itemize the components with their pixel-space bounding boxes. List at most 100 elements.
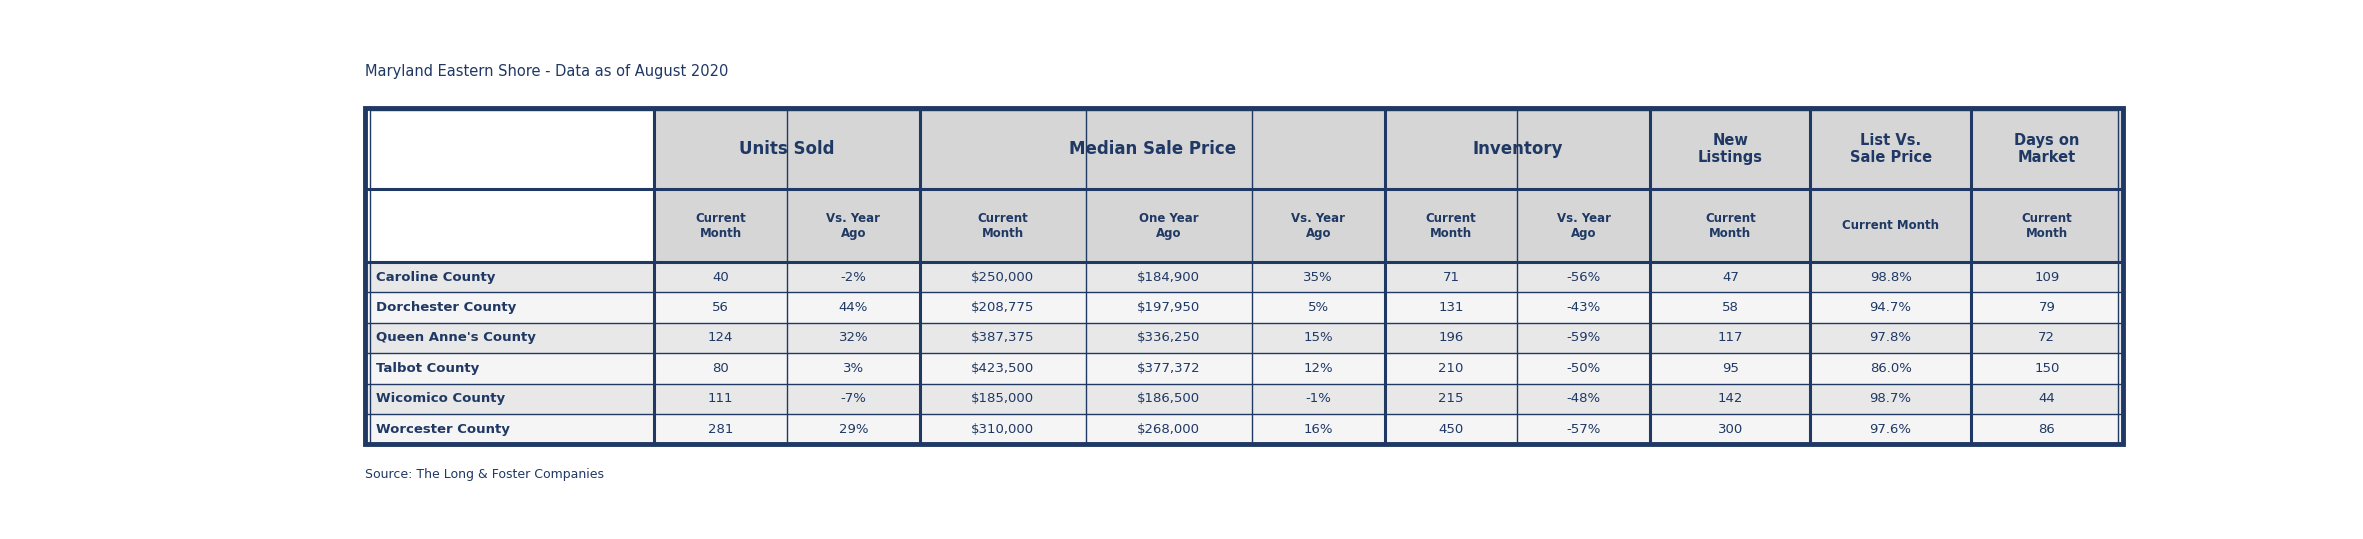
Bar: [787, 189, 919, 262]
Text: Inventory: Inventory: [1472, 140, 1562, 158]
Bar: [364, 384, 655, 414]
Bar: [919, 414, 1085, 445]
Bar: [1649, 262, 1810, 292]
Text: Current
Month: Current Month: [1706, 211, 1756, 239]
Text: Days on
Market: Days on Market: [2013, 133, 2079, 165]
Text: 95: 95: [1723, 362, 1739, 375]
Text: 80: 80: [711, 362, 728, 375]
Text: Dorchester County: Dorchester County: [376, 301, 515, 314]
Bar: [787, 323, 919, 353]
Bar: [655, 384, 787, 414]
Text: 98.7%: 98.7%: [1869, 392, 1912, 405]
Text: -57%: -57%: [1567, 423, 1602, 436]
Bar: [1385, 108, 1649, 189]
Text: Maryland Eastern Shore - Data as of August 2020: Maryland Eastern Shore - Data as of Augu…: [364, 64, 728, 79]
Text: New
Listings: New Listings: [1699, 133, 1763, 165]
Bar: [1649, 353, 1810, 384]
Bar: [1810, 292, 1971, 323]
Bar: [655, 414, 787, 445]
Text: Vs. Year
Ago: Vs. Year Ago: [1290, 211, 1345, 239]
Text: Vs. Year
Ago: Vs. Year Ago: [1557, 211, 1612, 239]
Text: 215: 215: [1439, 392, 1463, 405]
Bar: [1252, 262, 1385, 292]
Bar: [1971, 262, 2122, 292]
Text: $208,775: $208,775: [971, 301, 1035, 314]
Bar: [1971, 189, 2122, 262]
Text: 300: 300: [1718, 423, 1744, 436]
Bar: [1252, 353, 1385, 384]
Bar: [1385, 414, 1517, 445]
Bar: [1517, 189, 1649, 262]
Bar: [655, 323, 787, 353]
Bar: [919, 323, 1085, 353]
Bar: [1385, 384, 1517, 414]
Text: 109: 109: [2035, 271, 2061, 284]
Bar: [364, 323, 655, 353]
Text: Median Sale Price: Median Sale Price: [1068, 140, 1236, 158]
Bar: [1252, 292, 1385, 323]
Bar: [787, 384, 919, 414]
Text: 56: 56: [711, 301, 728, 314]
Bar: [919, 353, 1085, 384]
Bar: [1385, 189, 1517, 262]
Text: 94.7%: 94.7%: [1869, 301, 1912, 314]
Text: -2%: -2%: [841, 271, 867, 284]
Bar: [1649, 323, 1810, 353]
Text: $184,900: $184,900: [1137, 271, 1200, 284]
Bar: [1810, 384, 1971, 414]
Bar: [1085, 262, 1252, 292]
Text: Current Month: Current Month: [1843, 219, 1940, 232]
Text: 196: 196: [1439, 331, 1463, 344]
Bar: [1649, 292, 1810, 323]
Text: $268,000: $268,000: [1137, 423, 1200, 436]
Bar: [1810, 353, 1971, 384]
Bar: [655, 262, 787, 292]
Text: $186,500: $186,500: [1137, 392, 1200, 405]
Text: 71: 71: [1441, 271, 1460, 284]
Text: One Year
Ago: One Year Ago: [1139, 211, 1198, 239]
Bar: [919, 189, 1085, 262]
Bar: [364, 262, 655, 292]
Bar: [1649, 108, 1810, 189]
Bar: [1085, 414, 1252, 445]
Text: $185,000: $185,000: [971, 392, 1035, 405]
Text: 35%: 35%: [1304, 271, 1333, 284]
Text: -48%: -48%: [1567, 392, 1602, 405]
Text: -1%: -1%: [1304, 392, 1330, 405]
Text: -7%: -7%: [841, 392, 867, 405]
Text: Wicomico County: Wicomico County: [376, 392, 506, 405]
Bar: [1810, 323, 1971, 353]
Bar: [1517, 292, 1649, 323]
Bar: [787, 292, 919, 323]
Text: 58: 58: [1723, 301, 1739, 314]
Bar: [1085, 384, 1252, 414]
Text: 142: 142: [1718, 392, 1744, 405]
Text: 3%: 3%: [844, 362, 865, 375]
Bar: [364, 108, 2122, 445]
Bar: [1085, 189, 1252, 262]
Bar: [364, 189, 655, 262]
Text: 15%: 15%: [1304, 331, 1333, 344]
Text: 124: 124: [709, 331, 733, 344]
Bar: [1517, 353, 1649, 384]
Bar: [1517, 323, 1649, 353]
Text: 86: 86: [2039, 423, 2056, 436]
Text: -43%: -43%: [1567, 301, 1602, 314]
Bar: [655, 108, 919, 189]
Bar: [364, 292, 655, 323]
Text: Source: The Long & Foster Companies: Source: The Long & Foster Companies: [364, 468, 605, 481]
Bar: [1810, 414, 1971, 445]
Bar: [1971, 384, 2122, 414]
Text: $387,375: $387,375: [971, 331, 1035, 344]
Bar: [919, 292, 1085, 323]
Bar: [787, 262, 919, 292]
Bar: [1252, 414, 1385, 445]
Text: 32%: 32%: [839, 331, 867, 344]
Text: 111: 111: [709, 392, 733, 405]
Text: 72: 72: [2039, 331, 2056, 344]
Text: 44%: 44%: [839, 301, 867, 314]
Bar: [364, 414, 655, 445]
Bar: [919, 262, 1085, 292]
Bar: [1385, 292, 1517, 323]
Text: 29%: 29%: [839, 423, 867, 436]
